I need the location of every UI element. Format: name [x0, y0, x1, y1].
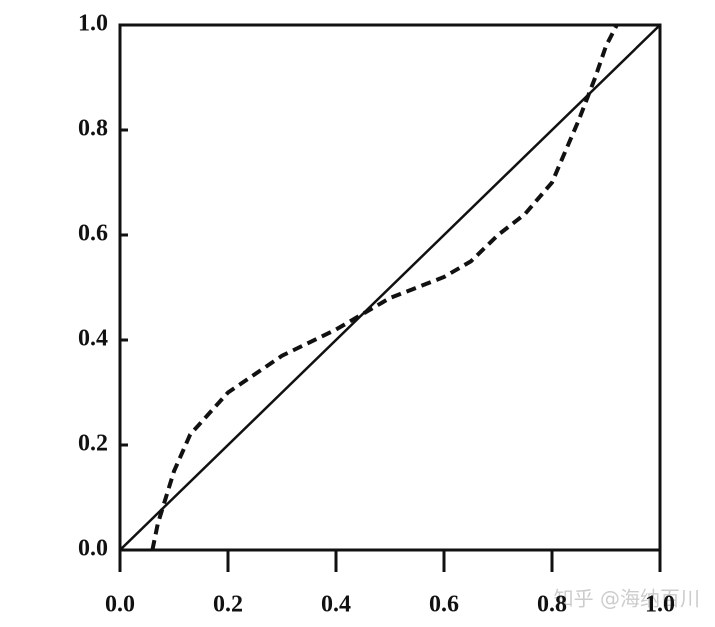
- y-tick-label: 0.0: [78, 536, 108, 562]
- x-tick-label: 1.0: [645, 592, 675, 618]
- y-tick-label: 1.0: [78, 11, 108, 37]
- series-line: [119, 24, 661, 551]
- x-tick-label: 0.8: [537, 592, 567, 618]
- watermark: 知乎 @海纳百川: [554, 587, 700, 611]
- x-tick-label: 0.2: [213, 592, 243, 618]
- x-tick-label: 0.6: [429, 592, 459, 618]
- y-tick-label: 0.6: [78, 221, 108, 247]
- x-tick-label: 0.4: [321, 592, 351, 618]
- y-tick-label: 0.2: [78, 431, 108, 457]
- plot-frame: [118, 23, 662, 552]
- y-tick-label: 0.8: [78, 116, 108, 142]
- x-tick-label: 0.0: [105, 592, 135, 618]
- y-tick-label: 0.4: [78, 326, 108, 352]
- series-line: [150, 24, 619, 551]
